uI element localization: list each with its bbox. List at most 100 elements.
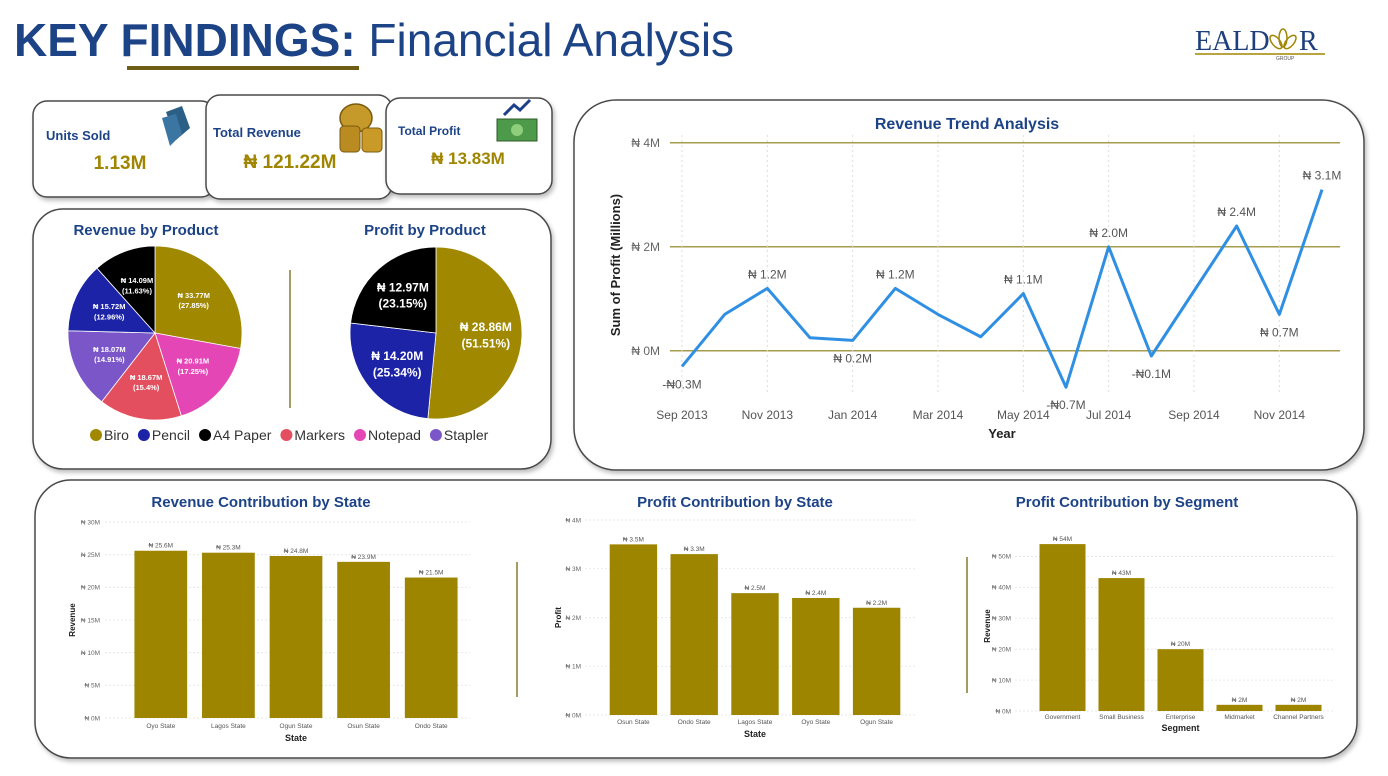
kpi-label: Total Profit: [398, 124, 460, 138]
icon-shape: [162, 114, 182, 146]
data-label: ₦ 21.5M: [419, 570, 444, 577]
bar: [337, 561, 390, 718]
data-label: ₦ 25.6M: [149, 543, 174, 550]
x-tick-label: Osun State: [347, 723, 380, 730]
icon-shape: [511, 124, 523, 136]
x-tick-label: Lagos State: [211, 723, 246, 730]
bar: [1098, 578, 1145, 711]
icon-shape: [361, 127, 383, 153]
x-tick-label: Jan 2014: [828, 408, 878, 422]
data-label: ₦ 3.3M: [684, 546, 705, 553]
slice-value-label: ₦ 12.97M: [377, 281, 429, 295]
pie-slice: [154, 245, 243, 349]
pie-slice: [96, 245, 156, 335]
bar: [134, 550, 188, 718]
slice-percent-label: (12.96%): [94, 312, 125, 321]
coins-icon: [339, 103, 383, 153]
y-tick-label: ₦ 30M: [81, 519, 100, 526]
x-tick-label: Mar 2014: [913, 408, 964, 422]
y-axis-title: Revenue: [983, 609, 992, 643]
x-tick-label: Lagos State: [738, 719, 773, 726]
pie-slice: [154, 332, 242, 417]
y-tick-label: ₦ 1M: [565, 664, 581, 671]
y-tick-label: ₦ 40M: [992, 585, 1011, 592]
logo: EALD R GROUP: [1195, 26, 1325, 62]
x-tick-label: Nov 2013: [742, 408, 794, 422]
x-tick-label: Ogun State: [860, 719, 893, 726]
bar: [731, 593, 779, 715]
kpi-label: Units Sold: [46, 128, 110, 143]
y-tick-label: ₦ 15M: [81, 617, 100, 624]
y-tick-label: ₦ 0M: [84, 715, 100, 722]
page-title: KEY FINDINGS: Financial Analysis: [14, 14, 734, 66]
y-tick-label: ₦ 10M: [81, 650, 100, 657]
slice-value-label: ₦ 18.67M: [130, 373, 163, 382]
title-bold: KEY FINDINGS:: [14, 14, 356, 66]
icon-shape: [339, 125, 361, 153]
data-label: ₦ 1.1M: [1004, 273, 1043, 287]
bar: [1157, 649, 1204, 711]
y-tick-label: ₦ 3M: [565, 566, 581, 573]
bar: [670, 554, 718, 715]
data-label: -₦0.1M: [1132, 367, 1171, 381]
legend-label: Biro: [104, 427, 129, 443]
x-tick-label: Midmarket: [1224, 714, 1255, 721]
petal: [1283, 34, 1297, 50]
slice-value-label: ₦ 28.86M: [460, 320, 512, 334]
slice-percent-label: (14.91%): [94, 355, 125, 364]
data-label: ₦ 2M: [1291, 697, 1307, 704]
slice-value-label: ₦ 14.09M: [121, 276, 154, 285]
data-label: -₦0.7M: [1046, 398, 1085, 412]
chart-title: Profit Contribution by State: [637, 494, 833, 511]
slice-value-label: ₦ 14.20M: [371, 349, 423, 363]
legend-label: Notepad: [368, 427, 421, 443]
legend-label: Stapler: [444, 427, 489, 443]
chart-title: Profit Contribution by Segment: [1016, 494, 1239, 511]
legend-label: A4 Paper: [213, 427, 272, 443]
chart-title: Revenue by Product: [73, 222, 218, 239]
legend-label: Pencil: [152, 427, 190, 443]
logo-left: EALD: [1195, 26, 1270, 57]
data-label: ₦ 1.2M: [748, 267, 787, 281]
legend-label: Markers: [294, 427, 345, 443]
bar: [202, 552, 255, 718]
data-label: ₦ 25.3M: [216, 545, 241, 552]
slice-percent-label: (17.25%): [178, 367, 209, 376]
bar: [609, 544, 658, 715]
x-tick-label: Ondo State: [678, 719, 711, 726]
x-tick-label: Nov 2014: [1254, 408, 1306, 422]
x-tick-label: Ondo State: [415, 723, 448, 730]
y-axis-title: Revenue: [68, 603, 77, 637]
slice-value-label: ₦ 20.91M: [177, 357, 210, 366]
bar: [1039, 544, 1086, 711]
pie-slice: [101, 332, 182, 421]
y-tick-label: ₦ 50M: [992, 554, 1011, 561]
y-tick-label: ₦ 2M: [631, 240, 660, 254]
data-label: ₦ 3.1M: [1303, 169, 1342, 183]
y-tick-label: ₦ 25M: [81, 552, 100, 559]
title-light: Financial Analysis: [368, 14, 734, 66]
data-label: ₦ 54M: [1053, 536, 1072, 543]
title-underline: [127, 66, 359, 70]
y-tick-label: ₦ 2M: [565, 615, 581, 622]
slice-value-label: ₦ 15.72M: [93, 302, 126, 311]
slice-percent-label: (23.15%): [378, 297, 427, 311]
y-tick-label: ₦ 20M: [992, 646, 1011, 653]
pie-slice: [427, 246, 523, 420]
slice-percent-label: (11.63%): [122, 286, 153, 295]
pie-slice: [67, 330, 156, 403]
data-label: ₦ 2.4M: [1217, 205, 1256, 219]
tag-icon: [162, 106, 190, 146]
bar: [404, 577, 458, 718]
data-label: ₦ 20M: [1171, 641, 1190, 648]
y-axis-title: Sum of Profit (Millions): [608, 194, 623, 336]
bar: [852, 607, 901, 715]
kpi-card: [32, 100, 216, 198]
data-label: ₦ 0.7M: [1260, 325, 1299, 339]
kpi-label: Total Revenue: [213, 125, 301, 140]
x-tick-label: May 2014: [997, 408, 1050, 422]
bar: [269, 555, 323, 718]
x-tick-label: Sep 2013: [656, 408, 708, 422]
y-tick-label: ₦ 5M: [84, 683, 100, 690]
